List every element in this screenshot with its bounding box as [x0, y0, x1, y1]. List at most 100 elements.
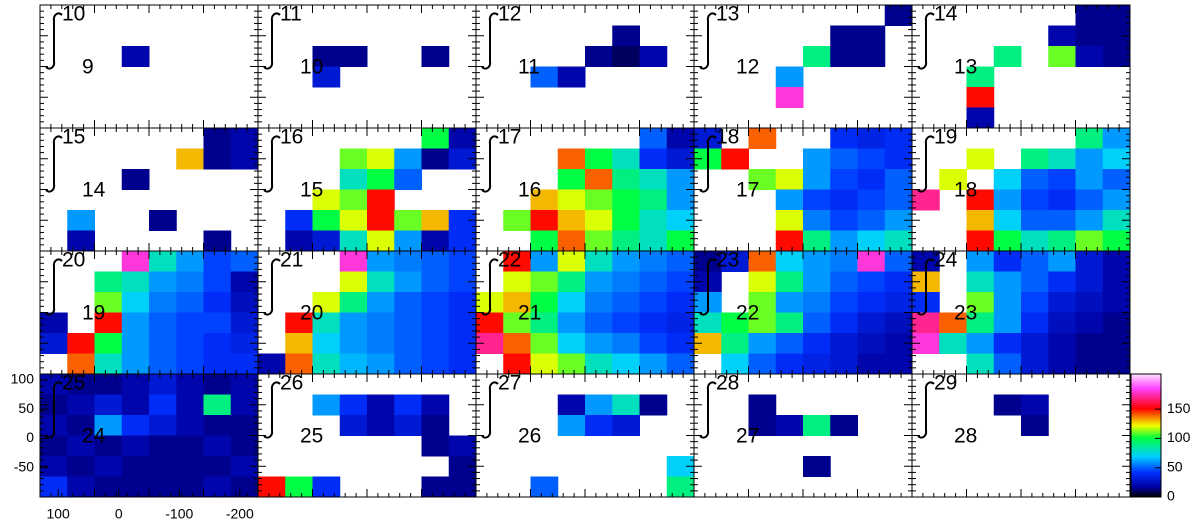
map-cell [884, 148, 913, 170]
map-cell [993, 251, 1022, 272]
map-cell [966, 148, 995, 170]
map-cell [857, 271, 886, 293]
map-cell [530, 230, 559, 252]
map-cell [557, 394, 586, 416]
map-cell [666, 230, 695, 252]
map-cell [176, 374, 204, 395]
map-cell [1075, 25, 1104, 47]
map-cell [176, 476, 204, 498]
integral-upper: 12 [498, 3, 521, 26]
map-cell [476, 312, 504, 334]
map-cell [694, 312, 722, 334]
integral-lower: 16 [518, 179, 541, 202]
map-cell [285, 230, 313, 252]
map-cell [1102, 230, 1131, 252]
map-cell [1102, 148, 1131, 170]
integral-sign [263, 381, 281, 439]
map-cell [339, 312, 368, 334]
map-cell [40, 333, 68, 354]
integral-upper: 21 [280, 249, 303, 272]
integral-upper: 27 [498, 372, 521, 395]
map-cell [203, 148, 232, 170]
map-cell [857, 353, 886, 375]
map-cell [312, 312, 341, 334]
map-cell [421, 476, 450, 498]
colorbar-tick-label: 50 [1167, 458, 1183, 474]
map-cell [1075, 251, 1104, 272]
map-cell [557, 230, 586, 252]
map-cell [448, 312, 477, 334]
map-cell [1048, 210, 1076, 231]
map-cell [775, 66, 804, 88]
map-cell [585, 292, 613, 313]
map-cell [203, 456, 232, 477]
map-cell [230, 476, 259, 498]
map-cell [203, 374, 232, 395]
map-cell [367, 210, 395, 231]
map-cell [339, 333, 368, 354]
map-cell [285, 210, 313, 231]
map-cell [40, 456, 68, 477]
integral-lower: 15 [300, 179, 323, 202]
map-cell [830, 251, 858, 272]
map-cell [530, 210, 559, 231]
map-cell [557, 169, 586, 190]
map-cell [67, 435, 95, 457]
map-cell [421, 46, 450, 67]
integral-lower: 12 [736, 56, 759, 79]
map-cell [149, 435, 177, 457]
map-cell [67, 333, 95, 354]
map-cell [1102, 5, 1131, 26]
map-cell [476, 333, 504, 354]
map-cell [857, 251, 886, 272]
map-cell [448, 333, 477, 354]
map-cell [803, 271, 831, 293]
map-cell [448, 210, 477, 231]
map-cell [421, 353, 450, 375]
integral-upper: 16 [280, 126, 303, 149]
map-cell [421, 210, 450, 231]
map-cell [666, 148, 695, 170]
map-cell [94, 271, 123, 293]
x-tick-label: 100 [46, 506, 70, 522]
map-cell [1048, 312, 1076, 334]
map-cell [94, 353, 123, 375]
map-cell [748, 312, 777, 334]
map-cell [367, 251, 395, 272]
map-cell [993, 312, 1022, 334]
map-cell [149, 251, 177, 272]
map-cell [939, 312, 967, 334]
map-cell [830, 230, 858, 252]
map-cell [285, 353, 313, 375]
map-cell [748, 128, 777, 149]
y-tick-label: 50 [18, 400, 34, 416]
map-cell [285, 312, 313, 334]
map-cell [585, 415, 613, 436]
integral-upper: 17 [498, 126, 521, 149]
map-cell [993, 271, 1022, 293]
integral-upper: 26 [280, 372, 303, 395]
map-cell [557, 189, 586, 211]
integral-lower: 27 [736, 425, 759, 448]
x-tick-label: -200 [226, 506, 254, 522]
integral-upper: 20 [62, 249, 85, 272]
map-cell [94, 374, 123, 395]
map-cell [721, 353, 749, 375]
map-cell [421, 435, 450, 457]
map-cell [448, 456, 477, 477]
map-cell [367, 189, 395, 211]
map-cell [503, 251, 531, 272]
map-cell [121, 312, 150, 334]
map-cell [612, 415, 640, 436]
map-cell [176, 271, 204, 293]
map-cell [394, 353, 422, 375]
map-cell [94, 292, 123, 313]
map-cell [176, 353, 204, 375]
map-cell [367, 148, 395, 170]
map-cell [448, 435, 477, 457]
integral-lower: 10 [300, 56, 323, 79]
map-cell [803, 251, 831, 272]
map-cell [448, 476, 477, 498]
map-cell [40, 476, 68, 498]
map-cell [94, 312, 123, 334]
